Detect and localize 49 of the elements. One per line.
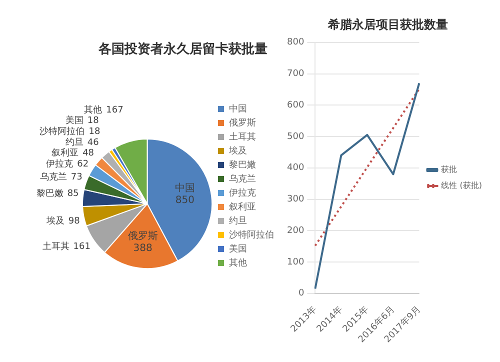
slice-label: 叙利亚	[52, 148, 79, 159]
data-label: 98	[68, 216, 80, 226]
legend-label: 沙特阿拉伯	[229, 229, 274, 240]
slice-label: 乌克兰	[40, 171, 67, 182]
legend-label: 土耳其	[229, 131, 256, 142]
legend-label: 中国	[229, 103, 247, 114]
chart-title: 希腊永居项目获批数量	[327, 17, 448, 32]
y-tick-label: 500	[286, 132, 304, 142]
y-tick-label: 0	[298, 288, 304, 299]
y-tick-label: 600	[286, 100, 304, 110]
slice-label: 美国	[65, 115, 84, 126]
data-label: 167	[106, 106, 124, 116]
legend-label: 叙利亚	[229, 201, 256, 212]
data-label: 161	[73, 242, 90, 252]
legend-label: 约旦	[229, 215, 247, 226]
data-label: 388	[133, 242, 152, 254]
y-tick-label: 200	[286, 226, 304, 236]
legend-label: 美国	[229, 243, 247, 254]
data-label: 850	[175, 194, 194, 206]
slice-label: 土耳其	[42, 240, 70, 252]
data-label: 18	[88, 127, 100, 138]
slice-label: 埃及	[45, 215, 64, 226]
legend-label: 伊拉克	[229, 187, 256, 198]
legend-label: 其他	[229, 257, 247, 268]
y-tick-label: 300	[286, 194, 304, 205]
slice-label: 约旦	[65, 137, 84, 148]
slice-label: 伊拉克	[46, 158, 74, 170]
y-tick-label: 400	[286, 163, 304, 174]
slice-label: 中国	[174, 182, 195, 194]
data-label: 73	[70, 172, 82, 182]
slice-label: 黎巴嫩	[36, 188, 64, 199]
legend-label: 获批	[441, 165, 458, 174]
data-label: 46	[87, 138, 100, 148]
y-tick-label: 100	[286, 257, 304, 268]
slice-label: 其他	[84, 104, 102, 116]
legend-label: 乌克兰	[229, 173, 256, 184]
chart-title: 各国投资者永久居留卡获批量	[98, 41, 268, 58]
legend-label: 线性 (获批)	[441, 181, 482, 190]
data-label: 62	[77, 159, 89, 170]
data-label: 85	[67, 188, 79, 199]
slice-label: 沙特阿拉伯	[40, 126, 85, 138]
y-tick-label: 700	[286, 69, 304, 80]
slice-label: 俄罗斯	[128, 230, 158, 242]
legend-label: 俄罗斯	[229, 117, 256, 128]
legend-label: 黎巴嫩	[229, 159, 256, 170]
data-label: 48	[82, 148, 94, 159]
data-label: 18	[87, 116, 100, 126]
y-tick-label: 800	[286, 38, 304, 48]
legend-label: 埃及	[228, 145, 247, 156]
